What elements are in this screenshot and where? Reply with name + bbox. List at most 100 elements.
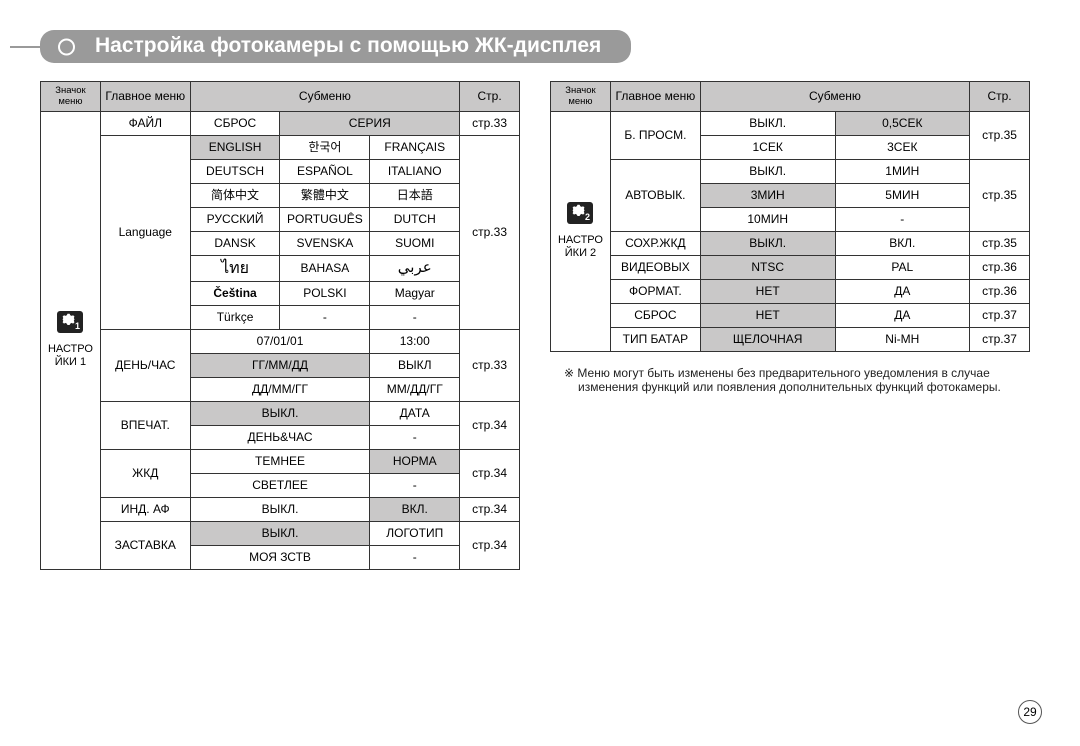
lang-r1c1: ENGLISH xyxy=(190,135,280,159)
video-c1: NTSC xyxy=(700,255,835,279)
page-video: стр.36 xyxy=(970,255,1030,279)
autooff-r3c2: - xyxy=(835,207,970,231)
menu-af: ИНД. АФ xyxy=(100,497,190,521)
menu-battery: ТИП БАТАР xyxy=(610,327,700,351)
lang-r1c2: 한국어 xyxy=(280,135,370,159)
settings-table-2: Значок меню Главное меню Субменю Стр. 2 … xyxy=(550,81,1030,394)
menu-file: ФАЙЛ xyxy=(100,111,190,135)
lang-r3c3: 日本語 xyxy=(370,183,460,207)
lang-r6c1: ไทย xyxy=(190,255,280,281)
startup-r2c2: - xyxy=(370,545,460,569)
imprint-r2c1: ДЕНЬ&ЧАС xyxy=(190,425,370,449)
lang-r8c2: - xyxy=(280,305,370,329)
hdr-icon-2: Значок меню xyxy=(551,82,611,112)
page-lcd: стр.34 xyxy=(460,449,520,497)
lang-r1c3: FRANÇAIS xyxy=(370,135,460,159)
hdr-page: Стр. xyxy=(460,82,520,112)
page-startup: стр.34 xyxy=(460,521,520,569)
lang-r6c2: BAHASA xyxy=(280,255,370,281)
page-autooff: стр.35 xyxy=(970,159,1030,231)
lcd-r1c1: ТЕМНЕЕ xyxy=(190,449,370,473)
lang-r4c3: DUTCH xyxy=(370,207,460,231)
menu-reset: СБРОС xyxy=(610,303,700,327)
hdr-sub: Субменю xyxy=(190,82,459,112)
autooff-r1c1: ВЫКЛ. xyxy=(700,159,835,183)
lang-r3c2: 繁體中文 xyxy=(280,183,370,207)
format-c1: НЕТ xyxy=(700,279,835,303)
footnote: ※ Меню могут быть изменены без предварит… xyxy=(550,366,1030,394)
hdr-page-2: Стр. xyxy=(970,82,1030,112)
opt-file-1: СБРОС xyxy=(190,111,280,135)
autooff-r2c1: 3МИН xyxy=(700,183,835,207)
lang-r2c1: DEUTSCH xyxy=(190,159,280,183)
imprint-r1c2: ДАТА xyxy=(370,401,460,425)
menu-imprint: ВПЕЧАТ. xyxy=(100,401,190,449)
date-r2c2: ВЫКЛ xyxy=(370,353,460,377)
startup-r2c1: МОЯ ЗСТВ xyxy=(190,545,370,569)
side-label-2b: ЙКИ 2 xyxy=(551,247,610,260)
autooff-r3c1: 10МИН xyxy=(700,207,835,231)
date-r1c1: 07/01/01 xyxy=(190,329,370,353)
lang-r5c3: SUOMI xyxy=(370,231,460,255)
lcdsave-c2: ВКЛ. xyxy=(835,231,970,255)
hdr-main: Главное меню xyxy=(100,82,190,112)
lcdsave-c1: ВЫКЛ. xyxy=(700,231,835,255)
page-lcdsave: стр.35 xyxy=(970,231,1030,255)
lang-r5c2: SVENSKA xyxy=(280,231,370,255)
settings-table-1: Значок меню Главное меню Субменю Стр. 1 … xyxy=(40,81,520,570)
menu-qview: Б. ПРОСМ. xyxy=(610,111,700,159)
opt-file-2: СЕРИЯ xyxy=(280,111,460,135)
reset-c1: НЕТ xyxy=(700,303,835,327)
menu-video: ВИДЕОВЫХ xyxy=(610,255,700,279)
date-r3c2: ММ/ДД/ГГ xyxy=(370,377,460,401)
hdr-icon: Значок меню xyxy=(41,82,101,112)
battery-c1: ЩЕЛОЧНАЯ xyxy=(700,327,835,351)
video-c2: PAL xyxy=(835,255,970,279)
imprint-r2c2: - xyxy=(370,425,460,449)
side-label-1a: НАСТРО xyxy=(41,343,100,356)
page-date: стр.33 xyxy=(460,329,520,401)
page-imprint: стр.34 xyxy=(460,401,520,449)
date-r1c2: 13:00 xyxy=(370,329,460,353)
menu-autooff: АВТОВЫК. xyxy=(610,159,700,231)
qview-r1c1: ВЫКЛ. xyxy=(700,111,835,135)
footnote-line2: изменения функций или появления дополнит… xyxy=(564,380,1030,394)
menu-language: Language xyxy=(100,135,190,329)
page-af: стр.34 xyxy=(460,497,520,521)
imprint-r1c1: ВЫКЛ. xyxy=(190,401,370,425)
date-r2c1: ГГ/ММ/ДД xyxy=(190,353,370,377)
lang-r3c1: 简体中文 xyxy=(190,183,280,207)
startup-r1c2: ЛОГОТИП xyxy=(370,521,460,545)
af-c1: ВЫКЛ. xyxy=(190,497,370,521)
date-r3c1: ДД/ММ/ГГ xyxy=(190,377,370,401)
lang-r7c2: POLSKI xyxy=(280,281,370,305)
page-number: 29 xyxy=(1018,700,1042,724)
startup-r1c1: ВЫКЛ. xyxy=(190,521,370,545)
lcd-r2c1: СВЕТЛЕЕ xyxy=(190,473,370,497)
autooff-r2c2: 5МИН xyxy=(835,183,970,207)
page-lang: стр.33 xyxy=(460,135,520,329)
page-title: Настройка фотокамеры с помощью ЖК-диспле… xyxy=(40,30,631,63)
lcd-r2c2: - xyxy=(370,473,460,497)
side-label-1b: ЙКИ 1 xyxy=(41,356,100,369)
battery-c2: Ni-MH xyxy=(835,327,970,351)
page-file: стр.33 xyxy=(460,111,520,135)
qview-r2c1: 1СЕК xyxy=(700,135,835,159)
page-reset: стр.37 xyxy=(970,303,1030,327)
lang-r5c1: DANSK xyxy=(190,231,280,255)
lang-r7c1: Čeština xyxy=(190,281,280,305)
lang-r4c1: РУССКИЙ xyxy=(190,207,280,231)
menu-lcdsave: СОХР.ЖКД xyxy=(610,231,700,255)
page-battery: стр.37 xyxy=(970,327,1030,351)
lang-r2c3: ITALIANO xyxy=(370,159,460,183)
gear-1-icon: 1 xyxy=(57,311,83,333)
af-c2: ВКЛ. xyxy=(370,497,460,521)
menu-startup: ЗАСТАВКА xyxy=(100,521,190,569)
side-icon-cell: 1 НАСТРО ЙКИ 1 xyxy=(41,111,101,569)
lang-r8c3: - xyxy=(370,305,460,329)
format-c2: ДА xyxy=(835,279,970,303)
footnote-line1: ※ Меню могут быть изменены без предварит… xyxy=(564,366,1030,380)
menu-lcd: ЖКД xyxy=(100,449,190,497)
menu-date: ДЕНЬ/ЧАС xyxy=(100,329,190,401)
qview-r2c2: 3СЕК xyxy=(835,135,970,159)
